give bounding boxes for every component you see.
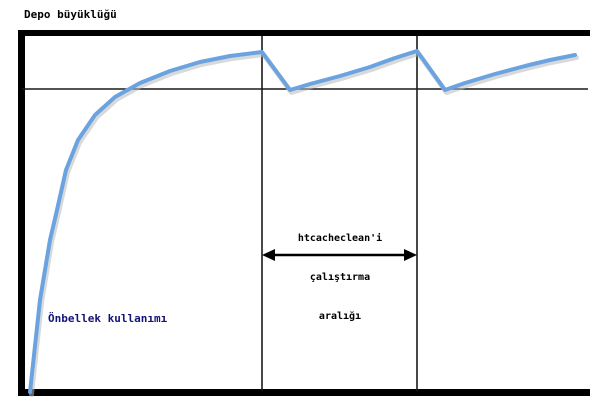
interval-arrow-head-right <box>404 249 417 261</box>
interval-arrow-head-left <box>262 249 275 261</box>
interval-annotation-line-3: aralığı <box>318 311 362 322</box>
y-axis-title: Depo büyüklüğü <box>24 8 117 21</box>
top-axis <box>18 30 590 36</box>
interval-arrow <box>262 249 417 261</box>
interval-annotation-line-1: htcacheclean'i <box>297 233 383 244</box>
x-axis <box>18 389 590 396</box>
interval-annotation: htcacheclean'i çalıştırma aralığı <box>264 206 416 349</box>
series-label-cache-usage: Önbellek kullanımı <box>48 312 168 325</box>
interval-annotation-line-2: çalıştırma <box>309 272 371 283</box>
cache-usage-curve <box>28 49 577 394</box>
y-axis <box>18 30 25 396</box>
